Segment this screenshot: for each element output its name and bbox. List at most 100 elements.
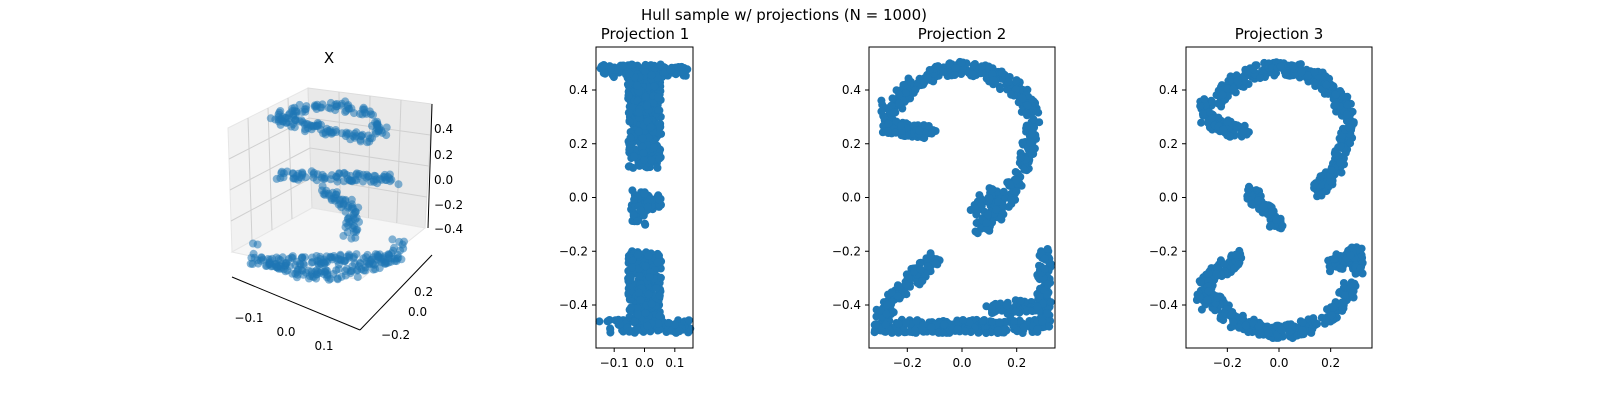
scatter-point: [1268, 207, 1277, 216]
panel-projection-1: Projection 1 −0.1 0.0 0.1 −0.4 −0.2 0.0 0.2 0.4: [559, 25, 695, 370]
scatter-point: [1241, 321, 1250, 330]
y-tick-label: 0.4: [569, 83, 588, 97]
scatter-point: [965, 318, 974, 327]
scatter-point: [609, 73, 618, 82]
scatter-point-3d: [253, 240, 262, 249]
scatter-point-3d: [363, 138, 372, 147]
scatter-point-3d: [362, 173, 371, 182]
scatter-point: [644, 251, 653, 260]
scatter-point-3d: [356, 137, 365, 146]
scatter-point: [642, 101, 651, 110]
scatter-point: [1322, 80, 1331, 89]
scatter-point: [1019, 323, 1028, 332]
scatter-point: [1344, 123, 1353, 132]
scatter-point-3d: [292, 257, 301, 266]
z-tick-label-3d: 0.4: [434, 122, 453, 136]
scatter-point-3d: [318, 186, 326, 195]
scatter-point: [1018, 138, 1027, 147]
scatter-point-3d: [292, 107, 301, 116]
scatter-point-3d: [369, 111, 377, 119]
x-tick-label-3d: −0.1: [234, 311, 263, 325]
y-axis-line: [359, 254, 433, 331]
scatter-point-3d: [352, 250, 361, 259]
scatter-point: [1317, 313, 1326, 322]
scatter-point: [918, 325, 927, 334]
scatter-point: [1196, 278, 1205, 287]
projection-2-points: [870, 57, 1055, 338]
scatter-point: [655, 251, 663, 260]
scatter-point: [625, 79, 634, 88]
scatter-point: [1310, 180, 1319, 189]
scatter-point-3d: [347, 204, 356, 213]
x-tick-label: 0.0: [1269, 356, 1288, 370]
scatter-point: [1234, 260, 1243, 269]
scatter-point: [595, 317, 604, 326]
scatter-point: [888, 94, 897, 103]
scatter-point-3d: [378, 128, 387, 137]
y-tick-label-3d: 0.0: [408, 305, 427, 319]
scatter-point: [655, 311, 664, 320]
scatter-point-3d: [359, 254, 368, 263]
scatter-point: [1227, 310, 1236, 319]
figure-suptitle: Hull sample w/ projections (N = 1000): [641, 6, 927, 24]
scatter-point: [889, 108, 898, 117]
scatter-point: [636, 295, 645, 304]
scatter-point: [1245, 182, 1253, 191]
scatter-point: [1045, 322, 1054, 331]
scatter-point-3d: [335, 195, 344, 204]
scatter-point: [996, 85, 1005, 94]
scatter-point-3d: [382, 123, 391, 132]
scatter-point-3d: [312, 176, 321, 185]
grid-line: [396, 99, 402, 224]
scatter-point: [1239, 127, 1248, 136]
scatter-point-3d: [274, 110, 283, 119]
scatter-point: [1327, 311, 1336, 320]
scatter-point: [624, 91, 633, 100]
scatter-point: [1226, 132, 1234, 141]
scatter-point: [1332, 149, 1341, 158]
scatter-point: [1346, 251, 1355, 260]
scatter-point: [1343, 100, 1352, 109]
scatter-point-3d: [388, 235, 397, 244]
x-tick-label: −0.1: [600, 356, 629, 370]
scatter-point-3d: [362, 109, 371, 118]
x-tick-label-3d: 0.1: [314, 339, 333, 353]
scatter-point-3d: [320, 174, 328, 183]
scatter-point: [654, 319, 663, 328]
scatter-point-3d: [314, 120, 323, 129]
scatter-point: [895, 99, 904, 108]
scatter-point: [1046, 298, 1055, 307]
y-tick-label: −0.4: [832, 298, 861, 312]
scatter-point: [1256, 74, 1265, 83]
scatter-point: [894, 328, 903, 337]
scatter-point: [1331, 90, 1340, 99]
scatter-point: [1357, 251, 1366, 260]
scatter-point: [905, 274, 913, 283]
scatter-point: [912, 317, 921, 326]
scatter-point: [998, 69, 1007, 77]
scatter-point: [894, 319, 903, 328]
scatter-point: [1020, 165, 1029, 174]
scatter-point: [1298, 318, 1307, 327]
scatter-point-3d: [290, 123, 299, 132]
projection-1-title: Projection 1: [601, 25, 689, 43]
y-tick-label: 0.4: [842, 83, 861, 97]
scatter-point: [1044, 280, 1052, 289]
scatter-point-3d: [337, 203, 346, 212]
x-tick-label: 0.0: [635, 356, 654, 370]
scatter-point-3d: [347, 234, 356, 243]
y-tick-label-3d: −0.2: [381, 328, 410, 342]
scatter-point: [650, 143, 659, 152]
scatter-point-3d: [247, 253, 256, 262]
scatter-point: [882, 309, 891, 318]
scatter-point: [983, 210, 992, 219]
scatter-point: [995, 318, 1004, 327]
scatter-point: [640, 189, 649, 198]
scatter-point-3d: [352, 214, 361, 222]
scatter-point: [988, 185, 997, 194]
scatter-point-3d: [331, 126, 340, 134]
scatter-point-3d: [265, 259, 274, 268]
z-axis-line: [427, 103, 433, 229]
scatter-point: [994, 326, 1002, 335]
scatter-point: [1254, 196, 1263, 205]
